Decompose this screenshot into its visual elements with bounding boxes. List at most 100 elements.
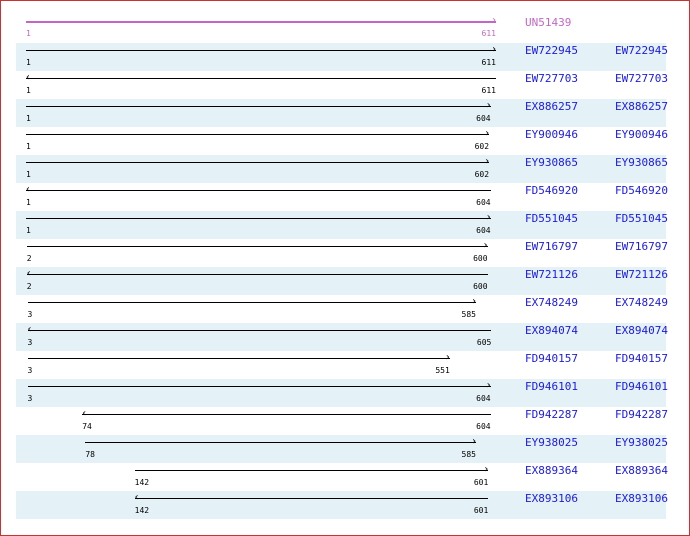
hit-row: ‹ 74 604 FD942287 FD942287	[16, 407, 668, 435]
arrow-right-icon: ›	[470, 436, 477, 447]
hit-bar	[26, 218, 491, 219]
hit-end: 585	[461, 450, 476, 459]
hit-row: › 3 604 FD946101 FD946101	[16, 379, 668, 407]
hit-name-link[interactable]: FD546920	[525, 184, 578, 197]
hit-accession-link[interactable]: EW721126	[615, 268, 668, 281]
hit-name-link[interactable]: FD940157	[525, 352, 578, 365]
hit-accession-link[interactable]: FD546920	[615, 184, 668, 197]
hit-end: 604	[476, 226, 491, 235]
hit-row: › 142 601 EX889364 EX889364	[16, 463, 668, 491]
hit-end: 611	[481, 58, 496, 67]
hit-row: ‹ 1 611 EW727703 EW727703	[16, 71, 668, 99]
hit-row: › 3 551 FD940157 FD940157	[16, 351, 668, 379]
hit-name-link[interactable]: EX748249	[525, 296, 578, 309]
arrow-right-icon: ›	[485, 212, 492, 223]
arrow-right-icon: ›	[444, 352, 451, 363]
hit-row: › 1 602 EY900946 EY900946	[16, 127, 668, 155]
hit-end: 601	[473, 506, 489, 515]
hit-accession-link[interactable]: EW727703	[615, 72, 668, 85]
hit-bar	[26, 78, 496, 79]
hit-start: 142	[134, 506, 150, 515]
hit-end: 611	[481, 86, 496, 95]
hit-name-link[interactable]: EW722945	[525, 44, 578, 57]
hit-name-link[interactable]: EX893106	[525, 492, 578, 505]
hit-start: 1	[26, 198, 31, 207]
hit-start: 142	[134, 478, 150, 487]
hit-end: 604	[476, 114, 491, 123]
hit-bar	[134, 470, 489, 471]
hit-accession-link[interactable]: EW716797	[615, 240, 668, 253]
arrow-right-icon: ›	[470, 296, 477, 307]
arrow-left-icon: ‹	[133, 492, 140, 503]
hit-accession-link[interactable]: EX889364	[615, 464, 668, 477]
hit-bar	[26, 246, 488, 247]
hit-end: 605	[476, 338, 492, 347]
hit-accession-link[interactable]: FD946101	[615, 380, 668, 393]
arrow-left-icon: ‹	[25, 184, 32, 195]
hit-name-link[interactable]: FD946101	[525, 380, 578, 393]
hit-accession-link[interactable]: EY938025	[615, 436, 668, 449]
hit-name-link[interactable]: EY938025	[525, 436, 578, 449]
hit-accession-link[interactable]: EX886257	[615, 100, 668, 113]
hit-accession-link[interactable]: EY930865	[615, 156, 668, 169]
hit-name-link[interactable]: EW716797	[525, 240, 578, 253]
hit-start: 3	[27, 394, 33, 403]
hit-accession-link[interactable]: EW722945	[615, 44, 668, 57]
hit-bar	[134, 498, 489, 499]
hit-accession-link[interactable]: EX894074	[615, 324, 668, 337]
hit-row: › 78 585 EY938025 EY938025	[16, 435, 668, 463]
hit-name-link[interactable]: EW727703	[525, 72, 578, 85]
hit-name-link[interactable]: FD942287	[525, 408, 578, 421]
hit-start: 2	[26, 282, 32, 291]
hit-end: 604	[476, 422, 491, 431]
hit-name-link[interactable]: EY930865	[525, 156, 578, 169]
hit-start: 1	[26, 170, 31, 179]
hit-start: 1	[26, 58, 31, 67]
hit-name-link[interactable]: EX889364	[525, 464, 578, 477]
arrow-right-icon: ›	[485, 380, 492, 391]
hit-row: ‹ 142 601 EX893106 EX893106	[16, 491, 668, 519]
hit-name-link[interactable]: EW721126	[525, 268, 578, 281]
hit-name-link[interactable]: EY900946	[525, 128, 578, 141]
hit-name-link[interactable]: FD551045	[525, 212, 578, 225]
hit-accession-link[interactable]: EY900946	[615, 128, 668, 141]
hit-row: ‹ 1 604 FD546920 FD546920	[16, 183, 668, 211]
hit-start: 1	[26, 114, 31, 123]
arrow-left-icon: ‹	[81, 408, 88, 419]
arrow-right-icon: ›	[484, 156, 491, 167]
hit-bar	[26, 50, 496, 51]
arrow-right-icon: ›	[484, 128, 491, 139]
hit-bar	[26, 134, 490, 135]
query-start: 1	[26, 29, 31, 38]
hit-start: 3	[27, 366, 33, 375]
hit-bar	[26, 162, 490, 163]
hit-accession-link[interactable]: FD551045	[615, 212, 668, 225]
hit-start: 74	[82, 422, 92, 431]
hit-bar	[26, 106, 491, 107]
arrow-right-icon: ›	[491, 44, 498, 55]
hit-bar	[27, 330, 492, 331]
hit-accession-link[interactable]: EX893106	[615, 492, 668, 505]
hit-start: 1	[26, 226, 31, 235]
arrow-left-icon: ‹	[25, 268, 32, 279]
hit-accession-link[interactable]: FD940157	[615, 352, 668, 365]
hit-start: 78	[85, 450, 95, 459]
arrow-right-icon: ›	[483, 464, 490, 475]
hit-accession-link[interactable]: FD942287	[615, 408, 668, 421]
query-end: 611	[481, 29, 496, 38]
hit-bar	[27, 386, 491, 387]
arrow-left-icon: ‹	[26, 324, 33, 335]
hit-name-link[interactable]: EX886257	[525, 100, 578, 113]
hit-name-link[interactable]: EX894074	[525, 324, 578, 337]
hit-end: 600	[473, 282, 488, 291]
query-bar	[26, 21, 496, 23]
hit-accession-link[interactable]: EX748249	[615, 296, 668, 309]
hit-bar	[26, 274, 488, 275]
hit-row: › 1 611 EW722945 EW722945	[16, 43, 668, 71]
hit-bar	[82, 414, 491, 415]
query-row: › 1 611 UN51439	[16, 15, 666, 43]
arrow-right-icon: ›	[485, 100, 492, 111]
hit-end: 600	[473, 254, 488, 263]
hit-row: ‹ 3 605 EX894074 EX894074	[16, 323, 668, 351]
